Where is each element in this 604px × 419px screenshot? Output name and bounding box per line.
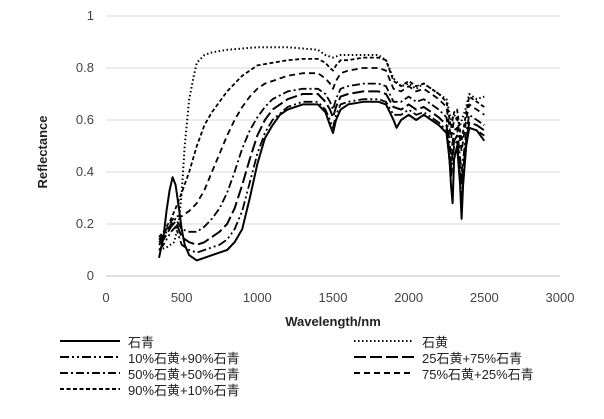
- y-tick-labels: 0 0.2 0.4 0.6 0.8 1: [76, 8, 94, 283]
- y-tick-label: 0: [87, 268, 94, 283]
- legend-label: 石青: [128, 334, 155, 350]
- x-tick-label: 0: [102, 290, 109, 305]
- legend-swatch: [60, 372, 120, 374]
- legend-entry: 石黄: [352, 332, 448, 350]
- legend-label: 75%石黄+25%石青: [422, 366, 534, 382]
- legend-entry: 90%石黄+10%石青: [58, 380, 240, 398]
- legend-swatch: [60, 340, 120, 342]
- x-tick-label: 1000: [243, 290, 272, 305]
- series-lines: [158, 46, 486, 262]
- y-axis-label: Reflectance: [35, 116, 50, 189]
- y-tick-label: 0.4: [76, 164, 94, 179]
- series-line-1: [158, 46, 485, 251]
- x-tick-label: 1500: [319, 290, 348, 305]
- legend: 石青 石黄 10%石黄+90%石青 25石黄+75%石青 50%石黄+50%石青 75%石…: [58, 332, 578, 414]
- x-tick-label: 3000: [546, 290, 575, 305]
- legend-swatch: [354, 372, 414, 374]
- x-tick-labels: 0 500 1000 1500 2000 2500 3000: [102, 290, 574, 305]
- reflectance-chart: 0 500 1000 1500 2000 2500 3000 00.20.40.60.81 …: [35, 8, 574, 329]
- legend-label: 石黄: [422, 334, 449, 350]
- x-axis-label: Wavelength/nm: [285, 314, 381, 329]
- series-line-5: [158, 67, 485, 241]
- y-tick-label: 1: [87, 8, 94, 23]
- series-line-2: [158, 98, 485, 254]
- legend-label: 10%石黄+90%石青: [128, 350, 240, 366]
- y-tick-label: 0.8: [76, 60, 94, 75]
- legend-swatch: [354, 340, 414, 342]
- gridlines: [106, 15, 560, 277]
- legend-entry: 石青: [58, 332, 154, 350]
- y-tick-label: 0.2: [76, 216, 94, 231]
- x-tick-label: 500: [171, 290, 193, 305]
- legend-swatch: [60, 356, 120, 358]
- legend-entry: 50%石黄+50%石青: [58, 364, 240, 382]
- legend-label: 50%石黄+50%石青: [128, 366, 240, 382]
- x-tick-label: 2000: [394, 290, 423, 305]
- legend-entry: 25石黄+75%石青: [352, 348, 522, 366]
- y-tick-label: 0.6: [76, 112, 94, 127]
- legend-label: 90%石黄+10%石青: [128, 382, 240, 398]
- series-line-6: [158, 56, 485, 238]
- x-tick-label: 2500: [470, 290, 499, 305]
- legend-entry: 75%石黄+25%石青: [352, 364, 534, 382]
- series-line-3: [158, 90, 485, 246]
- legend-swatch: [354, 356, 414, 358]
- series-line-4: [158, 82, 485, 243]
- series-line-0: [158, 100, 486, 262]
- legend-entry: 10%石黄+90%石青: [58, 348, 240, 366]
- legend-label: 25石黄+75%石青: [422, 350, 523, 366]
- legend-swatch: [60, 388, 120, 390]
